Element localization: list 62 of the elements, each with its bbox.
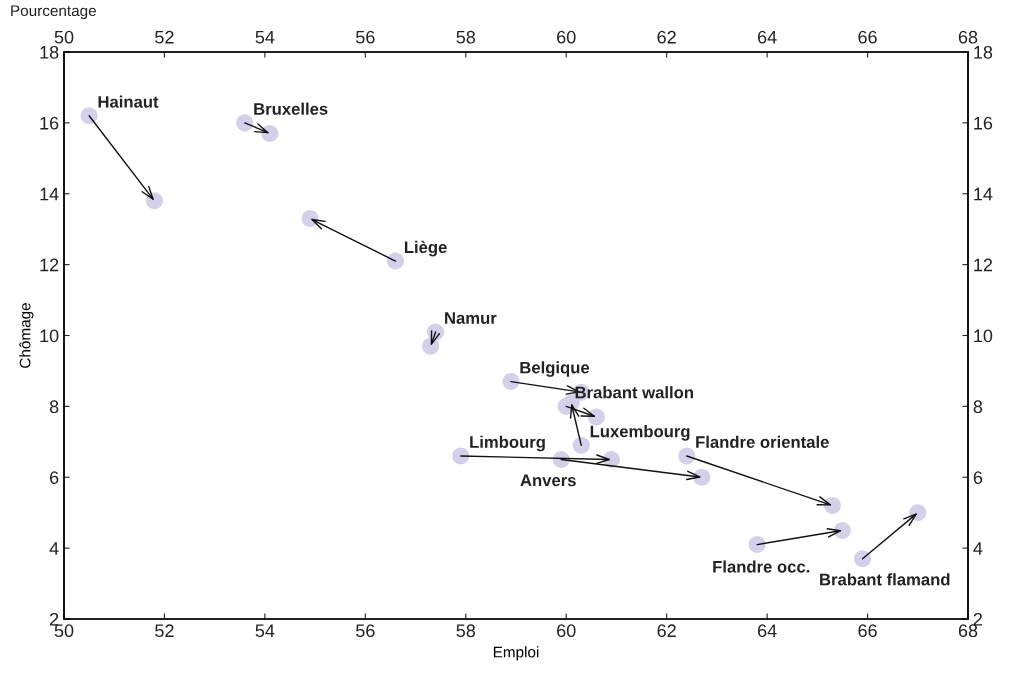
point — [748, 536, 766, 554]
y2-tick-label: 14 — [974, 187, 993, 201]
series-label: Luxembourg — [590, 425, 690, 441]
point — [236, 114, 254, 132]
point — [854, 550, 872, 568]
point — [678, 447, 696, 465]
y-tick-label: 4 — [49, 542, 59, 555]
y-tick-label: 10 — [40, 329, 59, 343]
series-label: Flandre orientale — [696, 435, 829, 448]
x-tick-label: 68 — [958, 624, 978, 638]
y-tick-label: 14 — [40, 187, 59, 201]
y2-tick-label: 8 — [973, 400, 983, 414]
series-label: Flandre occ. — [713, 560, 810, 573]
y2-tick-label: 2 — [973, 612, 982, 626]
y-tick-label: 2 — [50, 612, 59, 626]
x2-tick-label: 52 — [155, 30, 174, 44]
point — [386, 252, 404, 270]
x-tick-label: 52 — [155, 624, 174, 638]
y2-tick-label: 18 — [974, 45, 993, 59]
series-label: Limbourg — [470, 435, 545, 452]
x-axis-title: Emploi — [493, 646, 539, 661]
series-label: Liège — [404, 240, 447, 257]
x-tick-label: 66 — [858, 624, 877, 638]
y2-tick-label: 16 — [974, 116, 993, 130]
y2-tick-label: 4 — [973, 542, 983, 555]
x-tick-label: 64 — [757, 624, 777, 638]
y-tick-label: 12 — [40, 258, 59, 272]
point — [80, 107, 98, 125]
x2-tick-label: 58 — [456, 30, 476, 44]
series-label: Hainaut — [98, 95, 159, 108]
x-tick-label: 62 — [657, 624, 676, 638]
series-label: Belgique — [520, 361, 590, 377]
x2-tick-label: 68 — [958, 30, 978, 44]
y-tick-label: 16 — [40, 116, 59, 130]
y-tick-label: 18 — [40, 45, 59, 59]
x2-tick-label: 64 — [757, 30, 777, 44]
text: Pourcentage — [11, 5, 96, 20]
series-label: Brabant flamand — [820, 573, 950, 586]
x2-tick-label: 66 — [858, 30, 877, 44]
x2-tick-label: 62 — [657, 30, 676, 44]
x-tick-label: 54 — [255, 624, 275, 638]
x-tick-label: 58 — [456, 624, 476, 638]
x2-tick-label: 54 — [255, 30, 275, 44]
x-tick-label: 50 — [54, 624, 74, 638]
y2-tick-label: 6 — [973, 471, 983, 484]
x2-tick-label: 60 — [557, 30, 576, 44]
y2-tick-label: 12 — [974, 258, 993, 272]
series-label: Namur — [445, 312, 497, 324]
series-label: Brabant wallon — [575, 386, 693, 399]
series-label: Bruxelles — [254, 102, 328, 115]
point — [502, 373, 520, 391]
series-label: Anvers — [520, 474, 576, 487]
x-tick-label: 56 — [356, 624, 375, 638]
y-axis-title: Chômage — [19, 303, 34, 368]
y2-tick-label: 10 — [974, 329, 993, 343]
point — [909, 504, 927, 522]
y-tick-label: 8 — [49, 400, 59, 414]
point — [572, 436, 590, 454]
x2-tick-label: 50 — [54, 30, 74, 44]
y-tick-label: 6 — [50, 471, 59, 484]
x2-tick-label: 56 — [356, 30, 375, 44]
x-tick-label: 60 — [557, 624, 576, 638]
